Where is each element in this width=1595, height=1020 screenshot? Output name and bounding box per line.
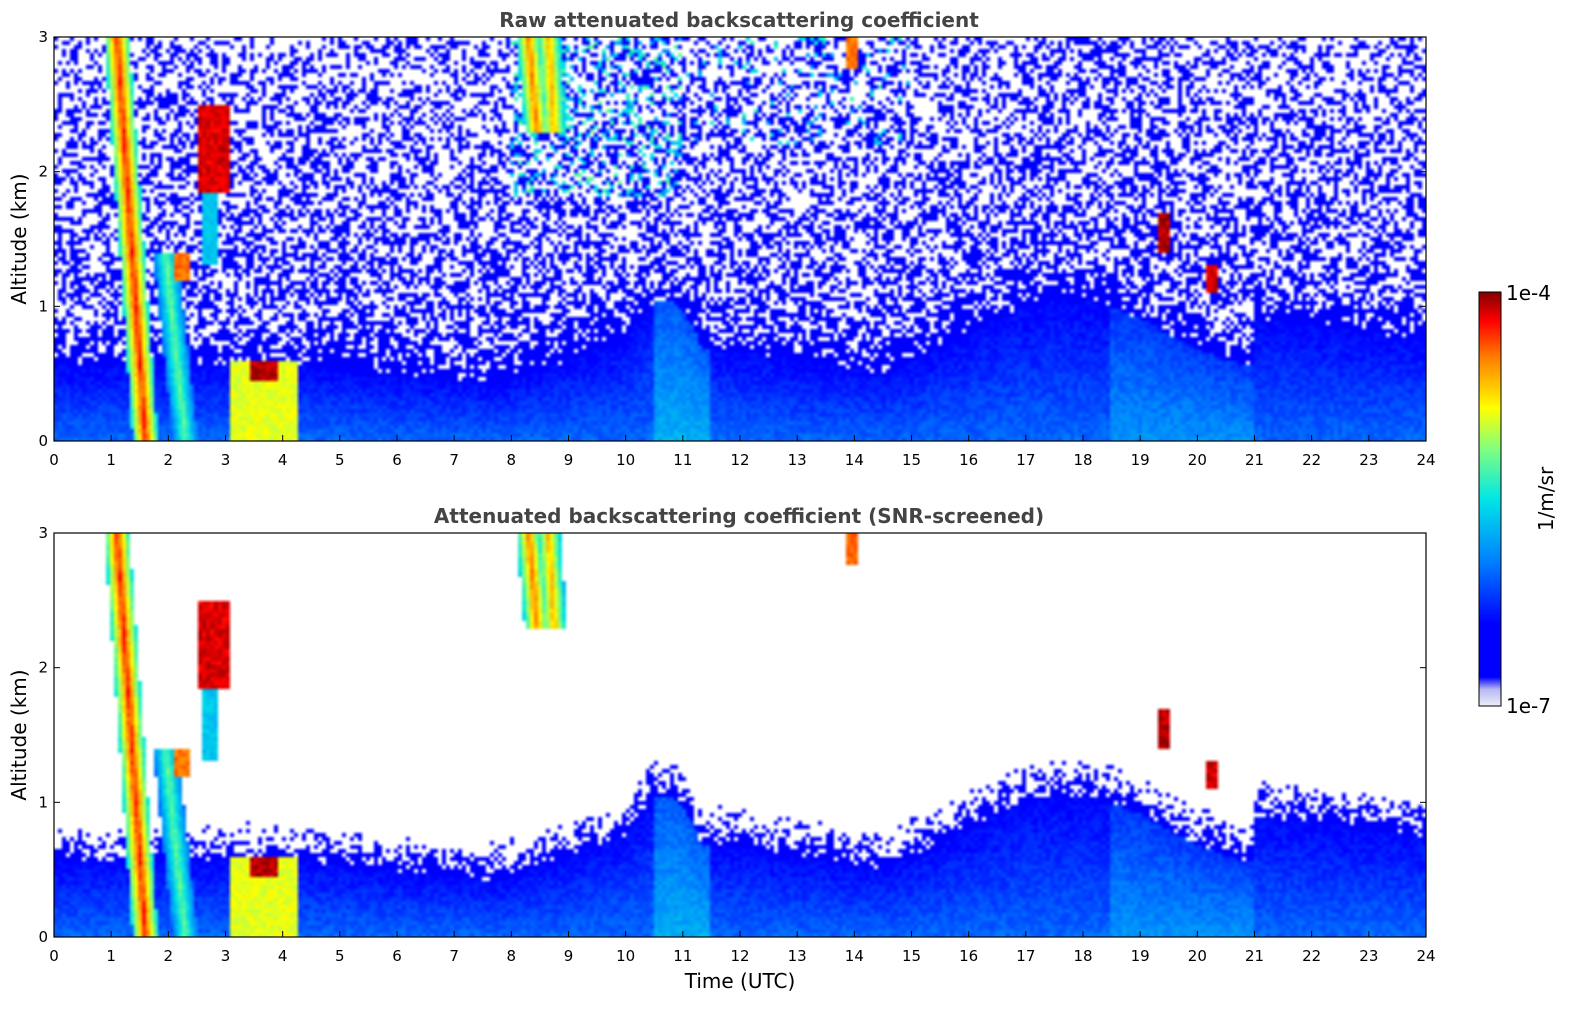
colorbar: 1e-4 1e-7 1/m/sr	[1478, 281, 1558, 718]
y-tick-label: 3	[38, 524, 48, 542]
x-tick-label: 12	[730, 451, 749, 469]
x-tick-label: 1	[106, 451, 116, 469]
x-tick-label: 11	[673, 451, 692, 469]
snr-screened-heatmap	[54, 533, 1426, 937]
x-tick-label: 6	[392, 947, 402, 965]
x-tick-label: 15	[902, 947, 921, 965]
x-tick-label: 9	[564, 451, 574, 469]
x-tick-label: 17	[1016, 451, 1035, 469]
chart-title: Attenuated backscattering coefficient (S…	[434, 504, 1044, 528]
x-tick-label: 23	[1359, 947, 1378, 965]
colorbar-min-label: 1e-7	[1506, 694, 1551, 718]
y-axis: 0 1 2 3	[38, 524, 1426, 946]
x-tick-label: 14	[845, 947, 864, 965]
x-tick-label: 2	[164, 947, 174, 965]
x-tick-label: 18	[1073, 947, 1092, 965]
x-tick-label: 5	[335, 947, 345, 965]
snr-screened-panel: Attenuated backscattering coefficient (S…	[7, 504, 1436, 993]
x-tick-label: 0	[49, 947, 59, 965]
x-tick-label: 4	[278, 451, 288, 469]
y-axis: 0 1 2 3	[38, 28, 1426, 450]
x-tick-label: 1	[106, 947, 116, 965]
raw-backscatter-panel: Raw attenuated backscattering coefficien…	[7, 8, 1436, 469]
y-tick-label: 2	[38, 659, 48, 677]
x-tick-label: 24	[1416, 451, 1435, 469]
y-tick-label: 0	[38, 432, 48, 450]
x-tick-label: 20	[1188, 947, 1207, 965]
colorbar-max-label: 1e-4	[1506, 281, 1551, 305]
x-tick-label: 23	[1359, 451, 1378, 469]
y-tick-label: 1	[38, 297, 48, 315]
x-tick-label: 5	[335, 451, 345, 469]
x-tick-label: 4	[278, 947, 288, 965]
x-axis: 0 1 2 3 4 5 6 7 8 9 10 11 12 13 14 15 16 17 18 19 20 21 22 23 24	[49, 931, 1436, 965]
x-tick-label: 11	[673, 947, 692, 965]
x-tick-label: 8	[507, 947, 517, 965]
colorbar-gradient	[1478, 291, 1502, 707]
x-tick-label: 13	[788, 451, 807, 469]
y-tick-label: 3	[38, 28, 48, 46]
x-tick-label: 18	[1073, 451, 1092, 469]
x-tick-label: 8	[507, 451, 517, 469]
x-tick-label: 16	[959, 451, 978, 469]
x-tick-label: 20	[1188, 451, 1207, 469]
x-tick-label: 19	[1131, 947, 1150, 965]
x-tick-label: 3	[221, 947, 231, 965]
x-tick-label: 17	[1016, 947, 1035, 965]
colorbar-unit-label: 1/m/sr	[1534, 466, 1558, 531]
y-tick-label: 0	[38, 928, 48, 946]
x-tick-label: 12	[730, 947, 749, 965]
x-tick-label: 10	[616, 947, 635, 965]
x-tick-label: 24	[1416, 947, 1435, 965]
chart-title: Raw attenuated backscattering coefficien…	[499, 8, 979, 32]
y-tick-label: 2	[38, 163, 48, 181]
raw-backscatter-heatmap	[54, 37, 1426, 441]
y-axis-label: Altitude (km)	[7, 669, 31, 800]
y-axis-label: Altitude (km)	[7, 173, 31, 304]
x-tick-label: 22	[1302, 451, 1321, 469]
x-tick-label: 15	[902, 451, 921, 469]
x-axis: 0 1 2 3 4 5 6 7 8 9 10 11 12 13 14 15 16 17 18 19 20 21 22 23 24	[49, 435, 1436, 469]
x-tick-label: 21	[1245, 947, 1264, 965]
x-tick-label: 14	[845, 451, 864, 469]
x-tick-label: 9	[564, 947, 574, 965]
x-axis-label: Time (UTC)	[684, 969, 796, 993]
x-tick-label: 7	[449, 947, 459, 965]
x-tick-label: 21	[1245, 451, 1264, 469]
x-tick-label: 0	[49, 451, 59, 469]
y-tick-label: 1	[38, 793, 48, 811]
x-tick-label: 2	[164, 451, 174, 469]
x-tick-label: 16	[959, 947, 978, 965]
x-tick-label: 6	[392, 451, 402, 469]
x-tick-label: 13	[788, 947, 807, 965]
x-tick-label: 22	[1302, 947, 1321, 965]
x-tick-label: 7	[449, 451, 459, 469]
x-tick-label: 3	[221, 451, 231, 469]
x-tick-label: 19	[1131, 451, 1150, 469]
x-tick-label: 10	[616, 451, 635, 469]
